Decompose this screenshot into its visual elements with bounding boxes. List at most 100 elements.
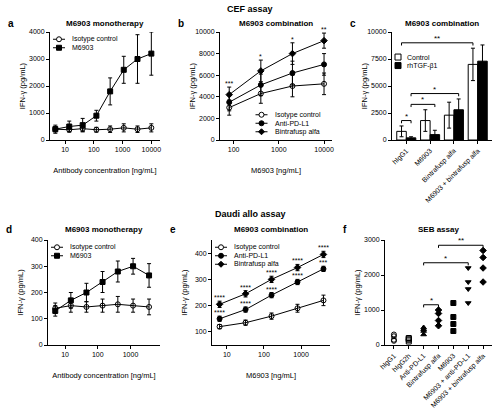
svg-text:0: 0 <box>41 136 45 143</box>
svg-text:Bintrafusp alfa: Bintrafusp alfa <box>405 352 442 389</box>
svg-text:0: 0 <box>376 341 380 348</box>
svg-text:****: **** <box>214 294 225 301</box>
svg-text:8000: 8000 <box>199 50 215 57</box>
svg-text:2500: 2500 <box>371 109 387 116</box>
svg-text:Antibody concentration [ng/mL]: Antibody concentration [ng/mL] <box>52 371 155 380</box>
svg-text:7500: 7500 <box>371 55 387 62</box>
svg-text:f: f <box>343 224 347 235</box>
svg-text:0: 0 <box>39 341 43 348</box>
svg-text:*: * <box>259 53 262 60</box>
svg-text:e: e <box>170 224 176 235</box>
svg-text:***: *** <box>319 259 327 266</box>
svg-text:10000: 10000 <box>314 146 334 153</box>
svg-text:3000: 3000 <box>364 236 380 243</box>
svg-text:IFN-γ (pg/mL): IFN-γ (pg/mL) <box>360 62 369 109</box>
svg-text:*: * <box>421 95 424 104</box>
svg-text:100: 100 <box>258 351 270 358</box>
svg-text:10000: 10000 <box>195 28 215 35</box>
svg-text:****: **** <box>318 244 329 251</box>
svg-text:2000: 2000 <box>364 271 380 278</box>
svg-text:10: 10 <box>223 351 231 358</box>
svg-text:SEB assay: SEB assay <box>418 225 459 234</box>
svg-text:Daudi allo assay: Daudi allo assay <box>215 209 286 219</box>
svg-text:1000: 1000 <box>364 306 380 313</box>
svg-text:1000: 1000 <box>293 351 309 358</box>
svg-text:****: **** <box>266 286 277 293</box>
svg-text:100: 100 <box>88 146 100 153</box>
svg-text:400: 400 <box>195 250 207 257</box>
svg-text:****: **** <box>240 300 251 307</box>
svg-text:0: 0 <box>211 136 215 143</box>
svg-text:*: * <box>291 36 294 43</box>
svg-text:M6903 + bintrafusp alfa: M6903 + bintrafusp alfa <box>429 352 487 410</box>
svg-text:Bintrafusp alfa: Bintrafusp alfa <box>275 128 320 136</box>
svg-text:0: 0 <box>383 136 387 143</box>
svg-text:rhTGF-β1: rhTGF-β1 <box>407 62 438 70</box>
svg-text:1000: 1000 <box>123 351 139 358</box>
svg-text:400: 400 <box>31 236 43 243</box>
svg-text:Isotype control: Isotype control <box>72 35 118 43</box>
svg-text:IFN-γ (pg/mL): IFN-γ (pg/mL) <box>180 269 189 316</box>
svg-text:****: **** <box>266 269 277 276</box>
svg-text:4000: 4000 <box>29 28 45 35</box>
svg-text:CEF assay: CEF assay <box>227 4 273 14</box>
svg-text:100: 100 <box>31 315 43 322</box>
svg-text:10: 10 <box>61 146 69 153</box>
svg-text:200: 200 <box>195 302 207 309</box>
svg-text:****: **** <box>292 272 303 279</box>
svg-text:Isotype control: Isotype control <box>234 243 280 251</box>
svg-text:M6903 + anti-PD-L1: M6903 + anti-PD-L1 <box>422 352 471 401</box>
svg-text:M6903 + bintrafusp alfa: M6903 + bintrafusp alfa <box>424 147 482 205</box>
svg-text:IFN-γ (pg/mL): IFN-γ (pg/mL) <box>188 62 197 109</box>
svg-text:100: 100 <box>228 146 240 153</box>
svg-text:**: ** <box>434 34 440 43</box>
svg-text:5000: 5000 <box>371 82 387 89</box>
svg-text:100: 100 <box>92 351 104 358</box>
svg-text:M6903 monotherapy: M6903 monotherapy <box>65 225 143 234</box>
svg-text:***: *** <box>225 80 233 87</box>
svg-text:1000: 1000 <box>115 146 131 153</box>
svg-text:M6903: M6903 <box>436 352 456 372</box>
svg-text:M6903 combination: M6903 combination <box>234 225 308 234</box>
svg-text:10: 10 <box>61 351 69 358</box>
svg-text:hIgG1: hIgG1 <box>391 147 410 166</box>
svg-text:d: d <box>6 224 12 235</box>
svg-text:**: ** <box>321 26 327 33</box>
svg-text:*: * <box>444 254 447 263</box>
svg-text:M6903 [ng/mL]: M6903 [ng/mL] <box>246 371 296 380</box>
svg-text:300: 300 <box>195 276 207 283</box>
svg-text:1000: 1000 <box>29 109 45 116</box>
svg-text:*: * <box>433 85 436 94</box>
svg-text:2000: 2000 <box>199 115 215 122</box>
svg-text:4000: 4000 <box>199 93 215 100</box>
svg-text:c: c <box>350 18 356 29</box>
svg-text:Bintrafusp alfa: Bintrafusp alfa <box>420 147 457 184</box>
svg-text:hIgG1: hIgG1 <box>379 352 398 371</box>
svg-text:Anti-PD-L1: Anti-PD-L1 <box>275 120 309 127</box>
svg-text:IFN-γ (pg/mL): IFN-γ (pg/mL) <box>16 269 25 316</box>
svg-text:IFN-γ (pg/mL): IFN-γ (pg/mL) <box>18 62 27 109</box>
svg-text:Isotype control: Isotype control <box>275 111 321 119</box>
svg-text:200: 200 <box>31 289 43 296</box>
svg-text:Antibody concentration [ng/mL]: Antibody concentration [ng/mL] <box>53 166 156 175</box>
svg-text:Isotype control: Isotype control <box>70 243 116 251</box>
svg-text:hIgG2h: hIgG2h <box>391 352 413 374</box>
svg-text:Anti-PD-L1: Anti-PD-L1 <box>398 352 427 381</box>
svg-text:M6903: M6903 <box>70 252 92 259</box>
svg-text:1000: 1000 <box>271 146 287 153</box>
svg-text:6000: 6000 <box>199 72 215 79</box>
svg-text:Control: Control <box>407 54 430 61</box>
svg-text:a: a <box>8 18 14 29</box>
svg-text:10000: 10000 <box>367 28 387 35</box>
svg-text:100: 100 <box>195 328 207 335</box>
svg-text:*: * <box>405 112 408 121</box>
svg-text:10000: 10000 <box>142 146 162 153</box>
svg-text:M6903 combination: M6903 combination <box>405 19 479 28</box>
svg-text:M6903 combination: M6903 combination <box>239 19 313 28</box>
svg-text:M6903: M6903 <box>413 147 433 167</box>
svg-text:****: **** <box>240 284 251 291</box>
svg-text:3000: 3000 <box>29 55 45 62</box>
svg-text:Anti-PD-L1: Anti-PD-L1 <box>234 252 268 259</box>
svg-text:*: * <box>430 296 433 305</box>
svg-text:300: 300 <box>31 263 43 270</box>
